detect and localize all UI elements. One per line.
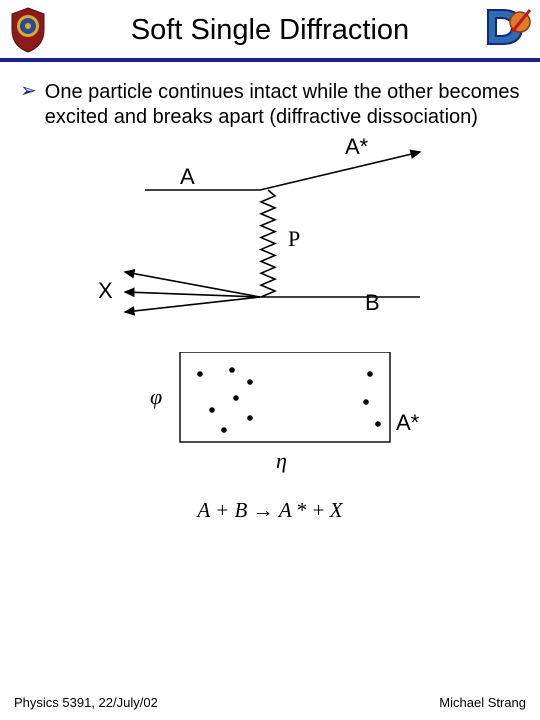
label-x: X — [98, 278, 113, 304]
slide-footer: Physics 5391, 22/July/02 Michael Strang — [0, 695, 540, 710]
label-astar-plot: A* — [396, 410, 419, 436]
bullet-item: ➢ One particle continues intact while th… — [20, 80, 520, 130]
eq-astar: A — [279, 498, 292, 522]
eq-a: A — [197, 498, 209, 522]
slide-header: Soft Single Diffraction — [0, 0, 540, 62]
bullet-marker-icon: ➢ — [20, 80, 37, 102]
rapidity-gap-plot: φ η A* — [120, 352, 420, 482]
footer-right: Michael Strang — [439, 695, 526, 710]
eq-star: * — [292, 498, 313, 522]
footer-left: Physics 5391, 22/July/02 — [14, 695, 158, 710]
label-phi: φ — [150, 384, 162, 410]
eq-b: B — [235, 498, 248, 522]
feynman-svg — [90, 142, 450, 342]
label-a-star: A* — [345, 134, 368, 160]
feynman-diagram: A A* P X B — [90, 142, 450, 342]
reaction-equation: A + B → A * + X — [20, 498, 520, 523]
rapidity-svg — [120, 352, 420, 482]
university-seal-logo — [8, 6, 48, 54]
label-eta: η — [276, 448, 287, 474]
slide-title: Soft Single Diffraction — [0, 0, 540, 47]
bullet-text: One particle continues intact while the … — [45, 80, 520, 130]
eq-plus1: + — [210, 498, 235, 522]
label-b: B — [365, 290, 380, 316]
label-pomeron: P — [288, 226, 300, 252]
eq-plus2: + — [313, 498, 325, 522]
slide-content: ➢ One particle continues intact while th… — [0, 62, 540, 523]
dzero-logo — [484, 6, 532, 48]
label-a: A — [180, 164, 195, 190]
eq-x: X — [330, 498, 343, 522]
eq-arrow: → — [247, 498, 279, 522]
